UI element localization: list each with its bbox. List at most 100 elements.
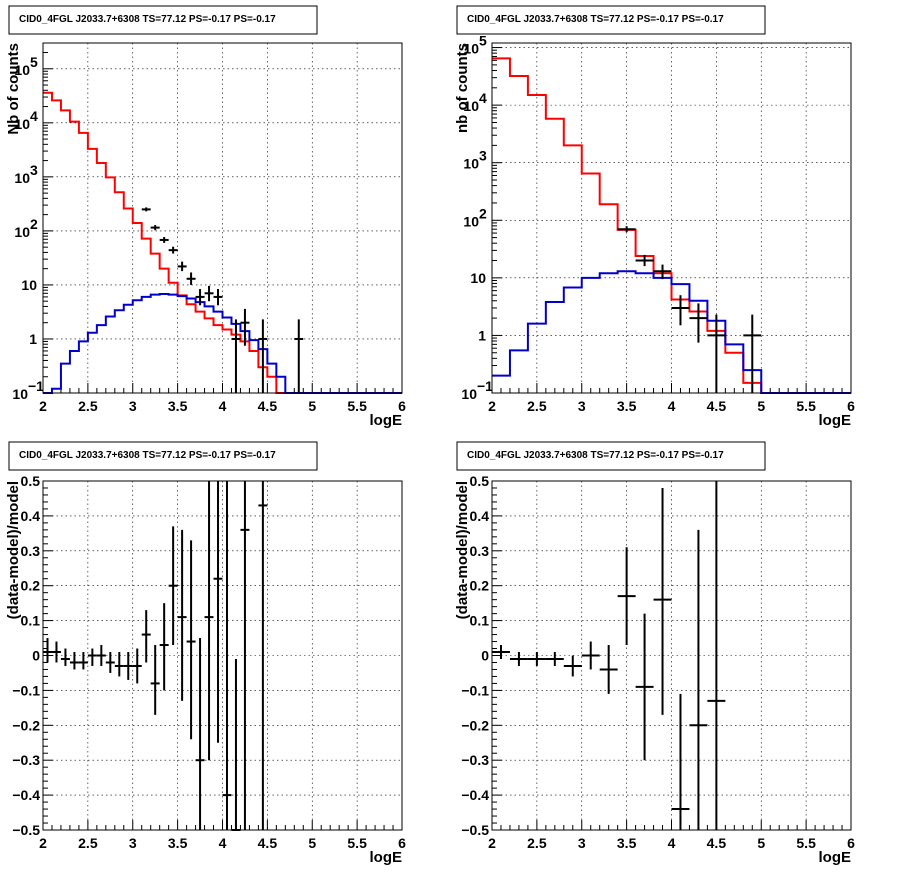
y-tick-label-exponent: 4 <box>479 90 487 106</box>
x-axis-title: logE <box>370 849 403 866</box>
y-tick-label: 0 <box>481 648 489 664</box>
panel-bottom-right: CID0_4FGL J2033.7+6308 TS=77.12 PS=-0.17… <box>454 441 855 866</box>
data-point <box>177 261 187 272</box>
panel-top-left: CID0_4FGL J2033.7+6308 TS=77.12 PS=-0.17… <box>5 5 406 429</box>
y-tick-label-exponent: 4 <box>30 108 38 124</box>
data-points <box>43 481 268 831</box>
y-tick-label: −0.2 <box>12 717 40 733</box>
data-point <box>177 529 187 701</box>
y-tick-label: 10 <box>461 386 477 402</box>
x-tick-label: 5.5 <box>347 398 367 414</box>
y-tick-label: −0.5 <box>461 822 489 838</box>
x-tick-label: 2.5 <box>527 835 547 851</box>
x-tick-label: 4 <box>219 398 227 414</box>
panel-bottom-left: CID0_4FGL J2033.7+6308 TS=77.12 PS=-0.17… <box>5 441 406 866</box>
x-axis-title: logE <box>370 412 403 429</box>
y-tick-label: 10 <box>14 224 30 240</box>
y-tick-label: 10 <box>463 98 479 114</box>
data-point <box>141 207 151 212</box>
x-tick-label: 6 <box>398 398 406 414</box>
y-tick-label: 0.3 <box>470 543 490 559</box>
data-point <box>43 638 52 663</box>
x-tick-label: 3.5 <box>168 835 188 851</box>
y-tick-label: 0.2 <box>21 578 41 594</box>
data-point <box>294 319 304 393</box>
data-point <box>258 319 268 393</box>
series-total-model-line <box>492 57 851 394</box>
title-box: CID0_4FGL J2033.7+6308 TS=77.12 PS=-0.17… <box>8 5 318 35</box>
x-tick-label: 2.5 <box>78 398 98 414</box>
data-point <box>186 540 196 740</box>
x-tick-label: 4.5 <box>258 835 278 851</box>
x-tick-label: 3 <box>129 835 137 851</box>
x-tick-label: 4 <box>219 835 227 851</box>
data-point <box>689 529 708 830</box>
data-point <box>123 652 133 680</box>
data-point <box>653 264 672 280</box>
y-tick-label-exponent: 5 <box>479 33 487 49</box>
x-tick-label: 2.5 <box>527 398 547 414</box>
y-tick-label: 0.5 <box>21 473 41 489</box>
data-point <box>231 319 241 393</box>
x-tick-label: 5.5 <box>796 835 816 851</box>
plot-frame <box>491 42 852 394</box>
data-points <box>141 207 304 393</box>
chart-title: CID0_4FGL J2033.7+6308 TS=77.12 PS=-0.17… <box>467 450 724 461</box>
y-tick-label: 0.1 <box>21 613 41 629</box>
chart-title: CID0_4FGL J2033.7+6308 TS=77.12 PS=-0.17… <box>19 450 276 461</box>
data-point <box>617 547 636 646</box>
y-tick-label: −0.3 <box>461 752 489 768</box>
panel-top-right: CID0_4FGL J2033.7+6308 TS=77.12 PS=-0.17… <box>454 5 855 429</box>
y-tick-label: −0.5 <box>12 822 40 838</box>
data-point <box>150 225 160 231</box>
series-source-model-line <box>492 270 851 394</box>
y-tick-label: 10 <box>21 277 37 293</box>
y-tick-label-exponent: 2 <box>30 216 38 232</box>
x-axis-title: logE <box>819 412 852 429</box>
data-point <box>635 613 654 761</box>
y-tick-label: 10 <box>463 41 479 57</box>
data-point <box>78 652 88 670</box>
y-tick-label: −0.1 <box>12 682 40 698</box>
y-tick-label: −0.4 <box>461 787 489 803</box>
x-tick-label: 2 <box>39 835 47 851</box>
y-tick-label-exponent: 2 <box>479 205 487 221</box>
y-tick-label: 0.2 <box>470 578 490 594</box>
x-tick-label: 2.5 <box>78 835 98 851</box>
x-tick-label: 4.5 <box>707 398 727 414</box>
y-tick-label-exponent: 3 <box>479 148 487 164</box>
x-tick-label: 3.5 <box>617 398 637 414</box>
x-tick-label: 5 <box>757 398 765 414</box>
data-point <box>258 481 268 830</box>
data-points <box>492 481 726 830</box>
x-tick-label: 4.5 <box>707 835 727 851</box>
x-tick-label: 3 <box>129 398 137 414</box>
data-point <box>96 645 106 666</box>
y-tick-label: −0.2 <box>461 717 489 733</box>
data-point <box>141 610 151 663</box>
x-tick-label: 6 <box>847 398 855 414</box>
data-point <box>635 254 654 267</box>
title-box: CID0_4FGL J2033.7+6308 TS=77.12 PS=-0.17… <box>456 441 766 471</box>
x-tick-label: 2 <box>488 398 496 414</box>
data-point <box>671 295 690 326</box>
x-tick-label: 3.5 <box>168 398 188 414</box>
x-tick-label: 6 <box>398 835 406 851</box>
y-tick-label-exponent: 3 <box>30 162 38 178</box>
x-tick-label: 3 <box>578 398 586 414</box>
y-tick-label-exponent: −1 <box>28 378 44 394</box>
y-tick-label: 10 <box>463 213 479 229</box>
title-box: CID0_4FGL J2033.7+6308 TS=77.12 PS=-0.17… <box>456 5 766 35</box>
x-tick-label: 5 <box>308 835 316 851</box>
data-point <box>114 652 124 677</box>
data-point <box>213 481 223 743</box>
plot-frame <box>42 480 403 831</box>
data-point <box>51 641 61 663</box>
y-tick-label: 0.3 <box>21 543 41 559</box>
chart-title: CID0_4FGL J2033.7+6308 TS=77.12 PS=-0.17… <box>19 14 276 25</box>
x-tick-label: 5.5 <box>796 398 816 414</box>
y-tick-label: 10 <box>463 156 479 172</box>
chart-title: CID0_4FGL J2033.7+6308 TS=77.12 PS=-0.17… <box>467 14 724 25</box>
data-point <box>87 648 97 666</box>
